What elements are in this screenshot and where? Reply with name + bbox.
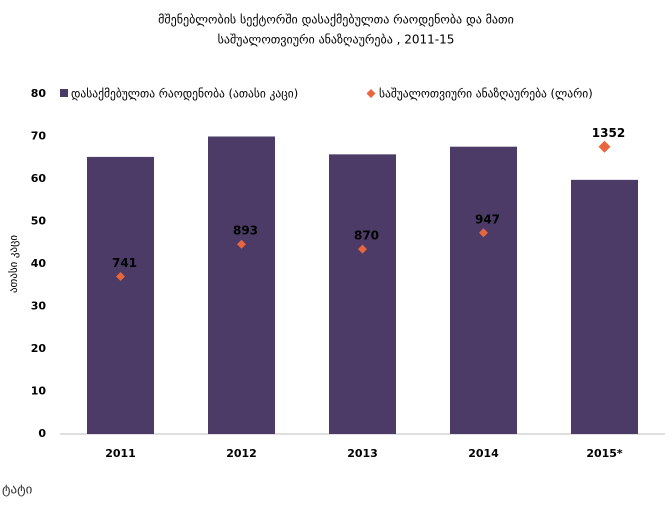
bar [329,154,396,434]
y-tick-label: 20 [31,342,47,355]
marker [237,239,246,249]
bar [450,146,517,434]
legend-swatch [60,89,68,97]
y-tick-label: 50 [31,215,47,228]
bar [571,179,638,434]
x-tick-label: 2015* [586,447,623,460]
data-label: 947 [475,212,500,226]
chart-title: მშენებლობის სექტორში დასაქმებულთა რაოდენ… [158,13,514,27]
y-tick-label: 30 [31,300,47,313]
marker [598,140,611,153]
y-tick-label: 40 [31,257,47,270]
y-axis-label: ათასი კაცი [7,235,20,293]
x-tick-label: 2014 [468,447,499,460]
marker [479,228,488,238]
y-tick-label: 60 [31,172,47,185]
data-label: 1352 [592,126,625,140]
x-tick-label: 2011 [105,447,136,460]
x-tick-label: 2012 [226,447,257,460]
y-tick-label: 70 [31,130,47,143]
source-note: ტატი [2,483,33,498]
legend-label: დასაქმებულთა რაოდენობა (ათასი კაცი) [71,87,298,101]
y-tick-label: 80 [31,87,47,100]
y-tick-label: 10 [31,385,47,398]
data-label: 870 [354,229,379,243]
chart-title: საშუალოთვიური ანაზღაურება , 2011-15 [218,33,455,47]
y-tick-label: 0 [38,427,46,440]
marker [358,244,367,254]
legend-swatch [366,89,376,98]
data-label: 741 [112,256,137,270]
bar [87,156,154,434]
legend-label: საშუალოთვიური ანაზღაურება (ლარი) [379,87,593,101]
bar [208,136,275,434]
marker [116,272,125,282]
x-tick-label: 2013 [347,447,378,460]
data-label: 893 [233,224,258,238]
